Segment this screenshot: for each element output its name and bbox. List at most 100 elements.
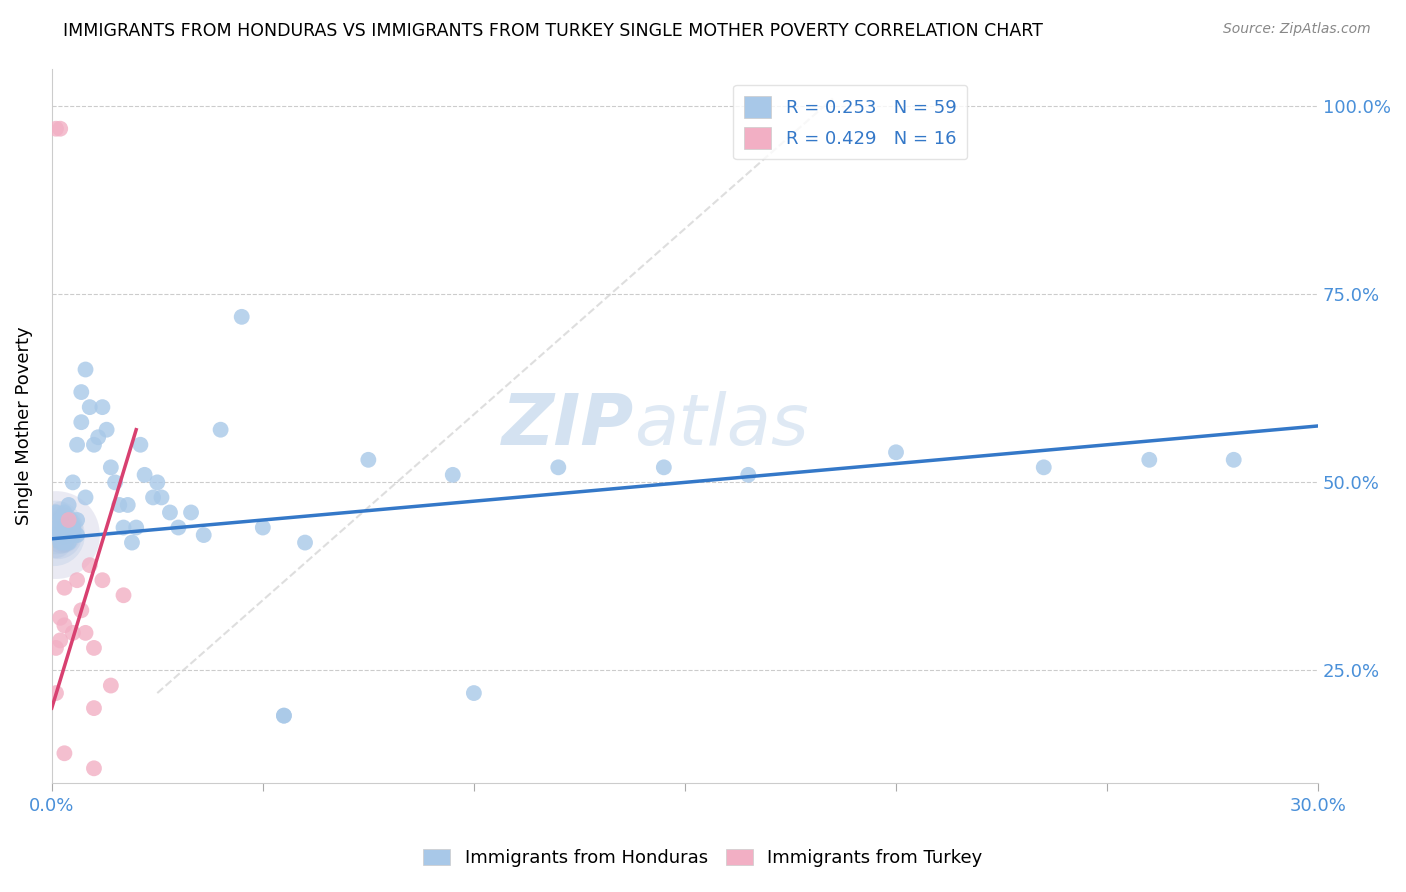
Point	[53, 520, 76, 534]
Point	[62, 625, 84, 640]
Point	[62, 528, 84, 542]
Point	[117, 498, 139, 512]
Point	[62, 520, 84, 534]
Point	[252, 520, 274, 534]
Point	[83, 701, 105, 715]
Point	[273, 708, 295, 723]
Point	[121, 535, 143, 549]
Point	[150, 491, 173, 505]
Point	[53, 513, 76, 527]
Point	[49, 520, 72, 534]
Point	[45, 528, 67, 542]
Point	[42, 528, 65, 542]
Point	[66, 438, 89, 452]
Point	[53, 746, 76, 760]
Point	[70, 385, 93, 400]
Point	[58, 535, 80, 549]
Point	[49, 520, 72, 534]
Point	[884, 445, 907, 459]
Point	[79, 558, 101, 573]
Point	[70, 603, 93, 617]
Text: IMMIGRANTS FROM HONDURAS VS IMMIGRANTS FROM TURKEY SINGLE MOTHER POVERTY CORRELA: IMMIGRANTS FROM HONDURAS VS IMMIGRANTS F…	[63, 22, 1043, 40]
Point	[75, 491, 97, 505]
Point	[1032, 460, 1054, 475]
Point	[49, 611, 72, 625]
Point	[104, 475, 127, 490]
Point	[83, 640, 105, 655]
Point	[53, 581, 76, 595]
Point	[463, 686, 485, 700]
Point	[231, 310, 253, 324]
Point	[51, 528, 73, 542]
Point	[1222, 452, 1244, 467]
Y-axis label: Single Mother Poverty: Single Mother Poverty	[15, 326, 32, 525]
Point	[45, 535, 67, 549]
Point	[75, 362, 97, 376]
Point	[49, 528, 72, 542]
Point	[45, 121, 67, 136]
Point	[87, 430, 110, 444]
Point	[112, 588, 135, 602]
Point	[83, 438, 105, 452]
Point	[45, 528, 67, 542]
Point	[49, 633, 72, 648]
Point	[83, 761, 105, 775]
Point	[45, 506, 67, 520]
Point	[547, 460, 569, 475]
Text: atlas: atlas	[634, 392, 808, 460]
Point	[273, 708, 295, 723]
Point	[53, 520, 76, 534]
Point	[129, 438, 152, 452]
Legend: Immigrants from Honduras, Immigrants from Turkey: Immigrants from Honduras, Immigrants fro…	[416, 841, 990, 874]
Point	[193, 528, 215, 542]
Point	[53, 528, 76, 542]
Point	[49, 121, 72, 136]
Point	[62, 475, 84, 490]
Point	[737, 467, 759, 482]
Point	[58, 498, 80, 512]
Point	[46, 528, 69, 542]
Point	[91, 573, 114, 587]
Point	[79, 400, 101, 414]
Point	[70, 415, 93, 429]
Point	[441, 467, 464, 482]
Point	[294, 535, 316, 549]
Point	[75, 625, 97, 640]
Point	[180, 506, 202, 520]
Point	[142, 491, 165, 505]
Legend: R = 0.253   N = 59, R = 0.429   N = 16: R = 0.253 N = 59, R = 0.429 N = 16	[734, 85, 967, 160]
Point	[100, 460, 122, 475]
Point	[45, 520, 67, 534]
Point	[53, 535, 76, 549]
Point	[53, 535, 76, 549]
Point	[91, 400, 114, 414]
Point	[45, 520, 67, 534]
Point	[159, 506, 181, 520]
Point	[45, 640, 67, 655]
Point	[167, 520, 190, 534]
Point	[58, 520, 80, 534]
Point	[108, 498, 131, 512]
Point	[610, 814, 633, 828]
Point	[652, 460, 675, 475]
Point	[96, 423, 118, 437]
Point	[53, 506, 76, 520]
Point	[45, 686, 67, 700]
Point	[66, 513, 89, 527]
Point	[134, 467, 156, 482]
Point	[112, 520, 135, 534]
Text: Source: ZipAtlas.com: Source: ZipAtlas.com	[1223, 22, 1371, 37]
Point	[58, 513, 80, 527]
Point	[58, 520, 80, 534]
Point	[49, 506, 72, 520]
Point	[100, 679, 122, 693]
Point	[125, 520, 148, 534]
Point	[53, 618, 76, 632]
Point	[66, 573, 89, 587]
Text: ZIP: ZIP	[502, 392, 634, 460]
Point	[49, 513, 72, 527]
Point	[49, 535, 72, 549]
Point	[357, 452, 380, 467]
Point	[1137, 452, 1160, 467]
Point	[146, 475, 169, 490]
